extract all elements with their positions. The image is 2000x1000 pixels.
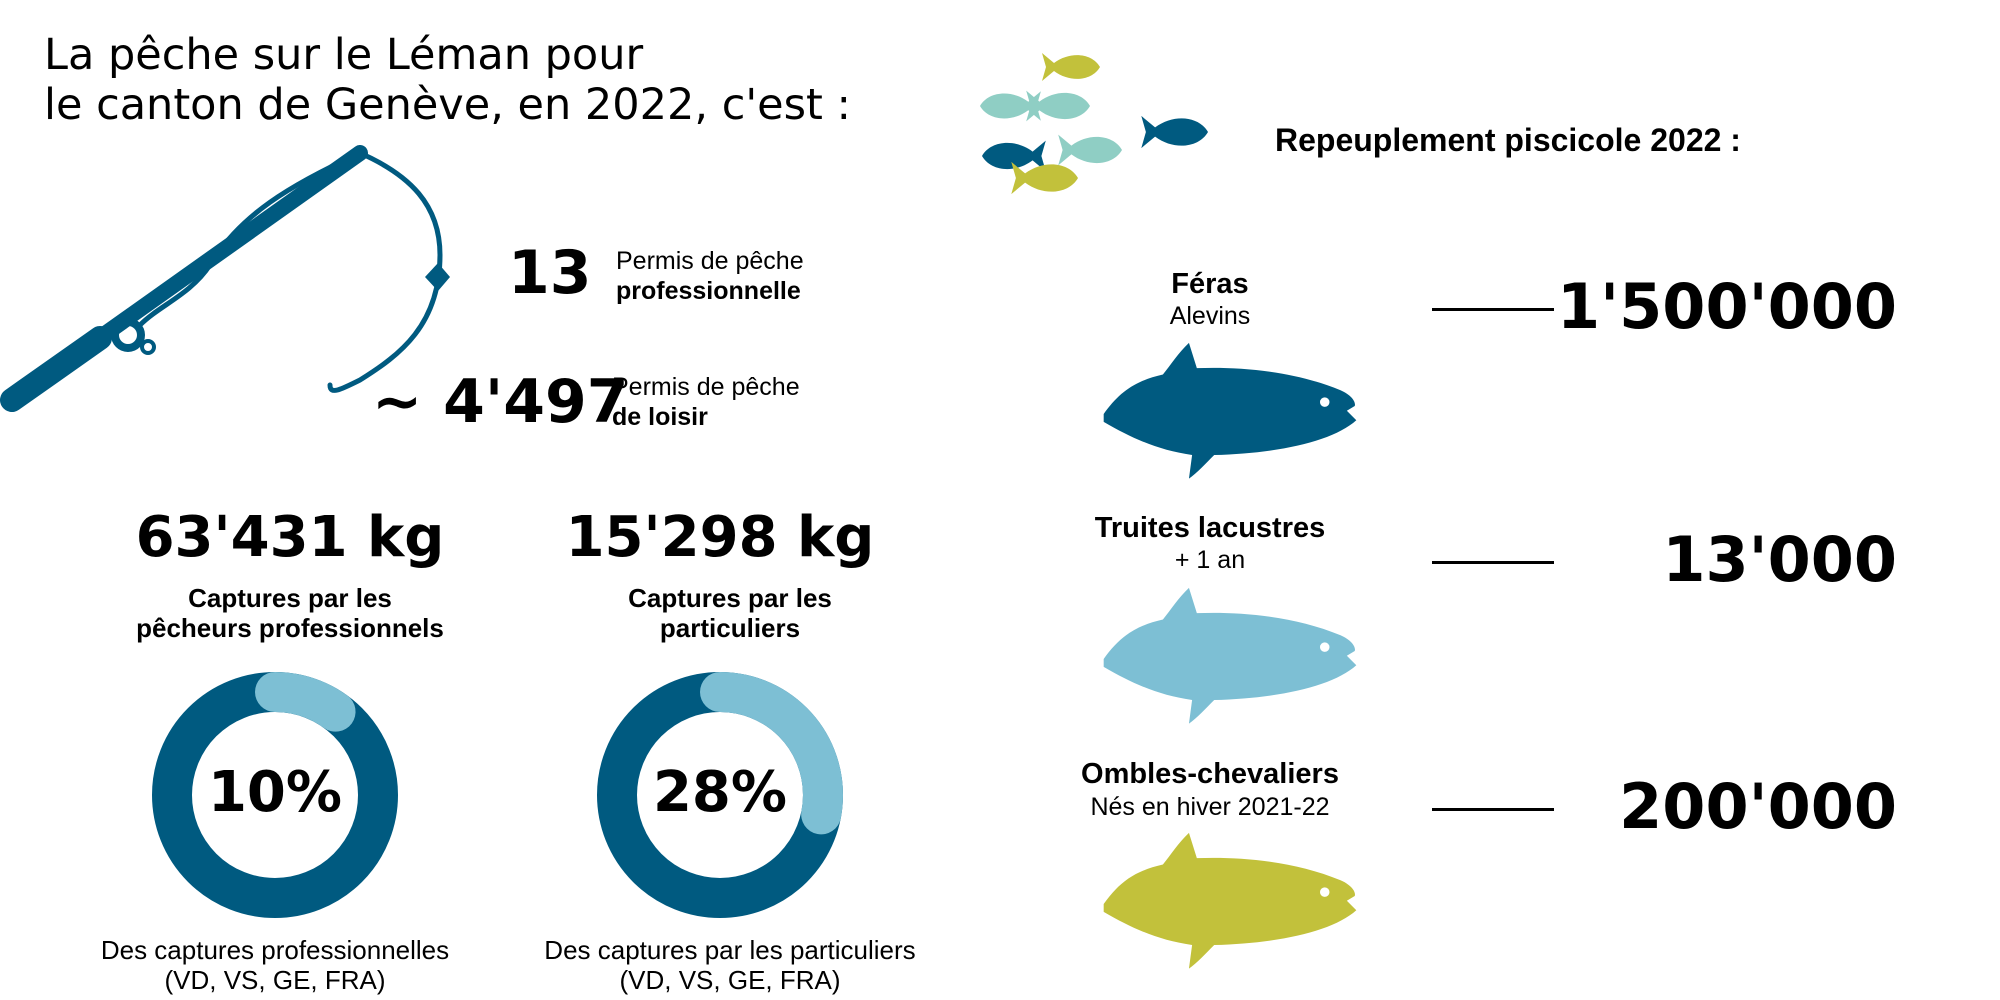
- permit-leisure-label-bold: de loisir: [612, 403, 708, 431]
- capture-pro-weight: 63'431 kg: [135, 505, 445, 570]
- capture-private-label: Captures par les particuliers: [530, 583, 930, 643]
- fish-icon: [1042, 53, 1100, 81]
- capture-pro-note-line: (VD, VS, GE, FRA): [164, 965, 386, 995]
- capture-private-percent: 28%: [652, 760, 788, 825]
- species-name: Truites lacustres: [1094, 512, 1326, 544]
- capture-pro-percent: 10%: [207, 760, 343, 825]
- fish-icon: [1103, 587, 1357, 724]
- capture-pro-note: Des captures professionnelles (VD, VS, G…: [60, 935, 490, 995]
- capture-pro-donut: [152, 672, 398, 918]
- species-name: Féras: [1171, 268, 1249, 300]
- capture-private-label-line: particuliers: [659, 613, 801, 643]
- donut-segment: [152, 672, 398, 918]
- restocking-title: Repeuplement piscicole 2022 :: [1275, 122, 1741, 158]
- species-leader-line: [1432, 808, 1554, 811]
- capture-private-note: Des captures par les particuliers (VD, V…: [510, 935, 950, 995]
- capture-pro-label-line: Captures par les: [188, 583, 392, 613]
- species-sub: Alevins: [1169, 302, 1251, 330]
- fish-school-icon: [980, 53, 1208, 195]
- capture-pro-label: Captures par les pêcheurs professionnels: [90, 583, 490, 643]
- fish-icon: [1103, 342, 1357, 479]
- fish-icon: [1026, 90, 1090, 122]
- capture-private-weight: 15'298 kg: [565, 505, 875, 570]
- donut-segment: [597, 672, 843, 918]
- fishing-rod-icon: [0, 145, 450, 412]
- capture-private-donut: [597, 672, 843, 918]
- species-leader-line: [1432, 561, 1554, 564]
- permit-pro-label-bold: professionnelle: [616, 277, 801, 305]
- species-value: 200'000: [1619, 770, 1897, 843]
- page-title: La pêche sur le Léman pour le canton de …: [44, 30, 852, 130]
- species-name: Ombles-chevaliers: [1081, 758, 1339, 790]
- species-value: 13'000: [1662, 523, 1897, 596]
- fish-icon: [1141, 115, 1208, 149]
- permit-leisure-label: Permis de pêche de loisir: [612, 372, 800, 432]
- species-leader-line: [1432, 308, 1554, 311]
- species-sub: + 1 an: [1174, 546, 1246, 574]
- species-sub: Nés en hiver 2021-22: [1090, 793, 1330, 821]
- species-value: 1'500'000: [1557, 270, 1897, 343]
- fish-icon: [1011, 161, 1078, 195]
- capture-private-note-line: (VD, VS, GE, FRA): [619, 965, 841, 995]
- fish-icon: [1058, 134, 1122, 166]
- permit-leisure-label-text: Permis de pêche: [612, 373, 800, 401]
- permit-pro-label-text: Permis de pêche: [616, 247, 804, 275]
- capture-private-note-line: Des captures par les particuliers: [544, 935, 916, 965]
- permit-leisure-count: ~ 4'497: [372, 367, 629, 437]
- capture-pro-label-line: pêcheurs professionnels: [136, 613, 444, 643]
- capture-pro-note-line: Des captures professionnelles: [100, 935, 450, 965]
- fish-icon: [1103, 832, 1357, 969]
- capture-private-label-line: Captures par les: [628, 583, 832, 613]
- permit-pro-count: 13: [508, 238, 592, 308]
- permit-pro-label: Permis de pêche professionnelle: [616, 246, 804, 306]
